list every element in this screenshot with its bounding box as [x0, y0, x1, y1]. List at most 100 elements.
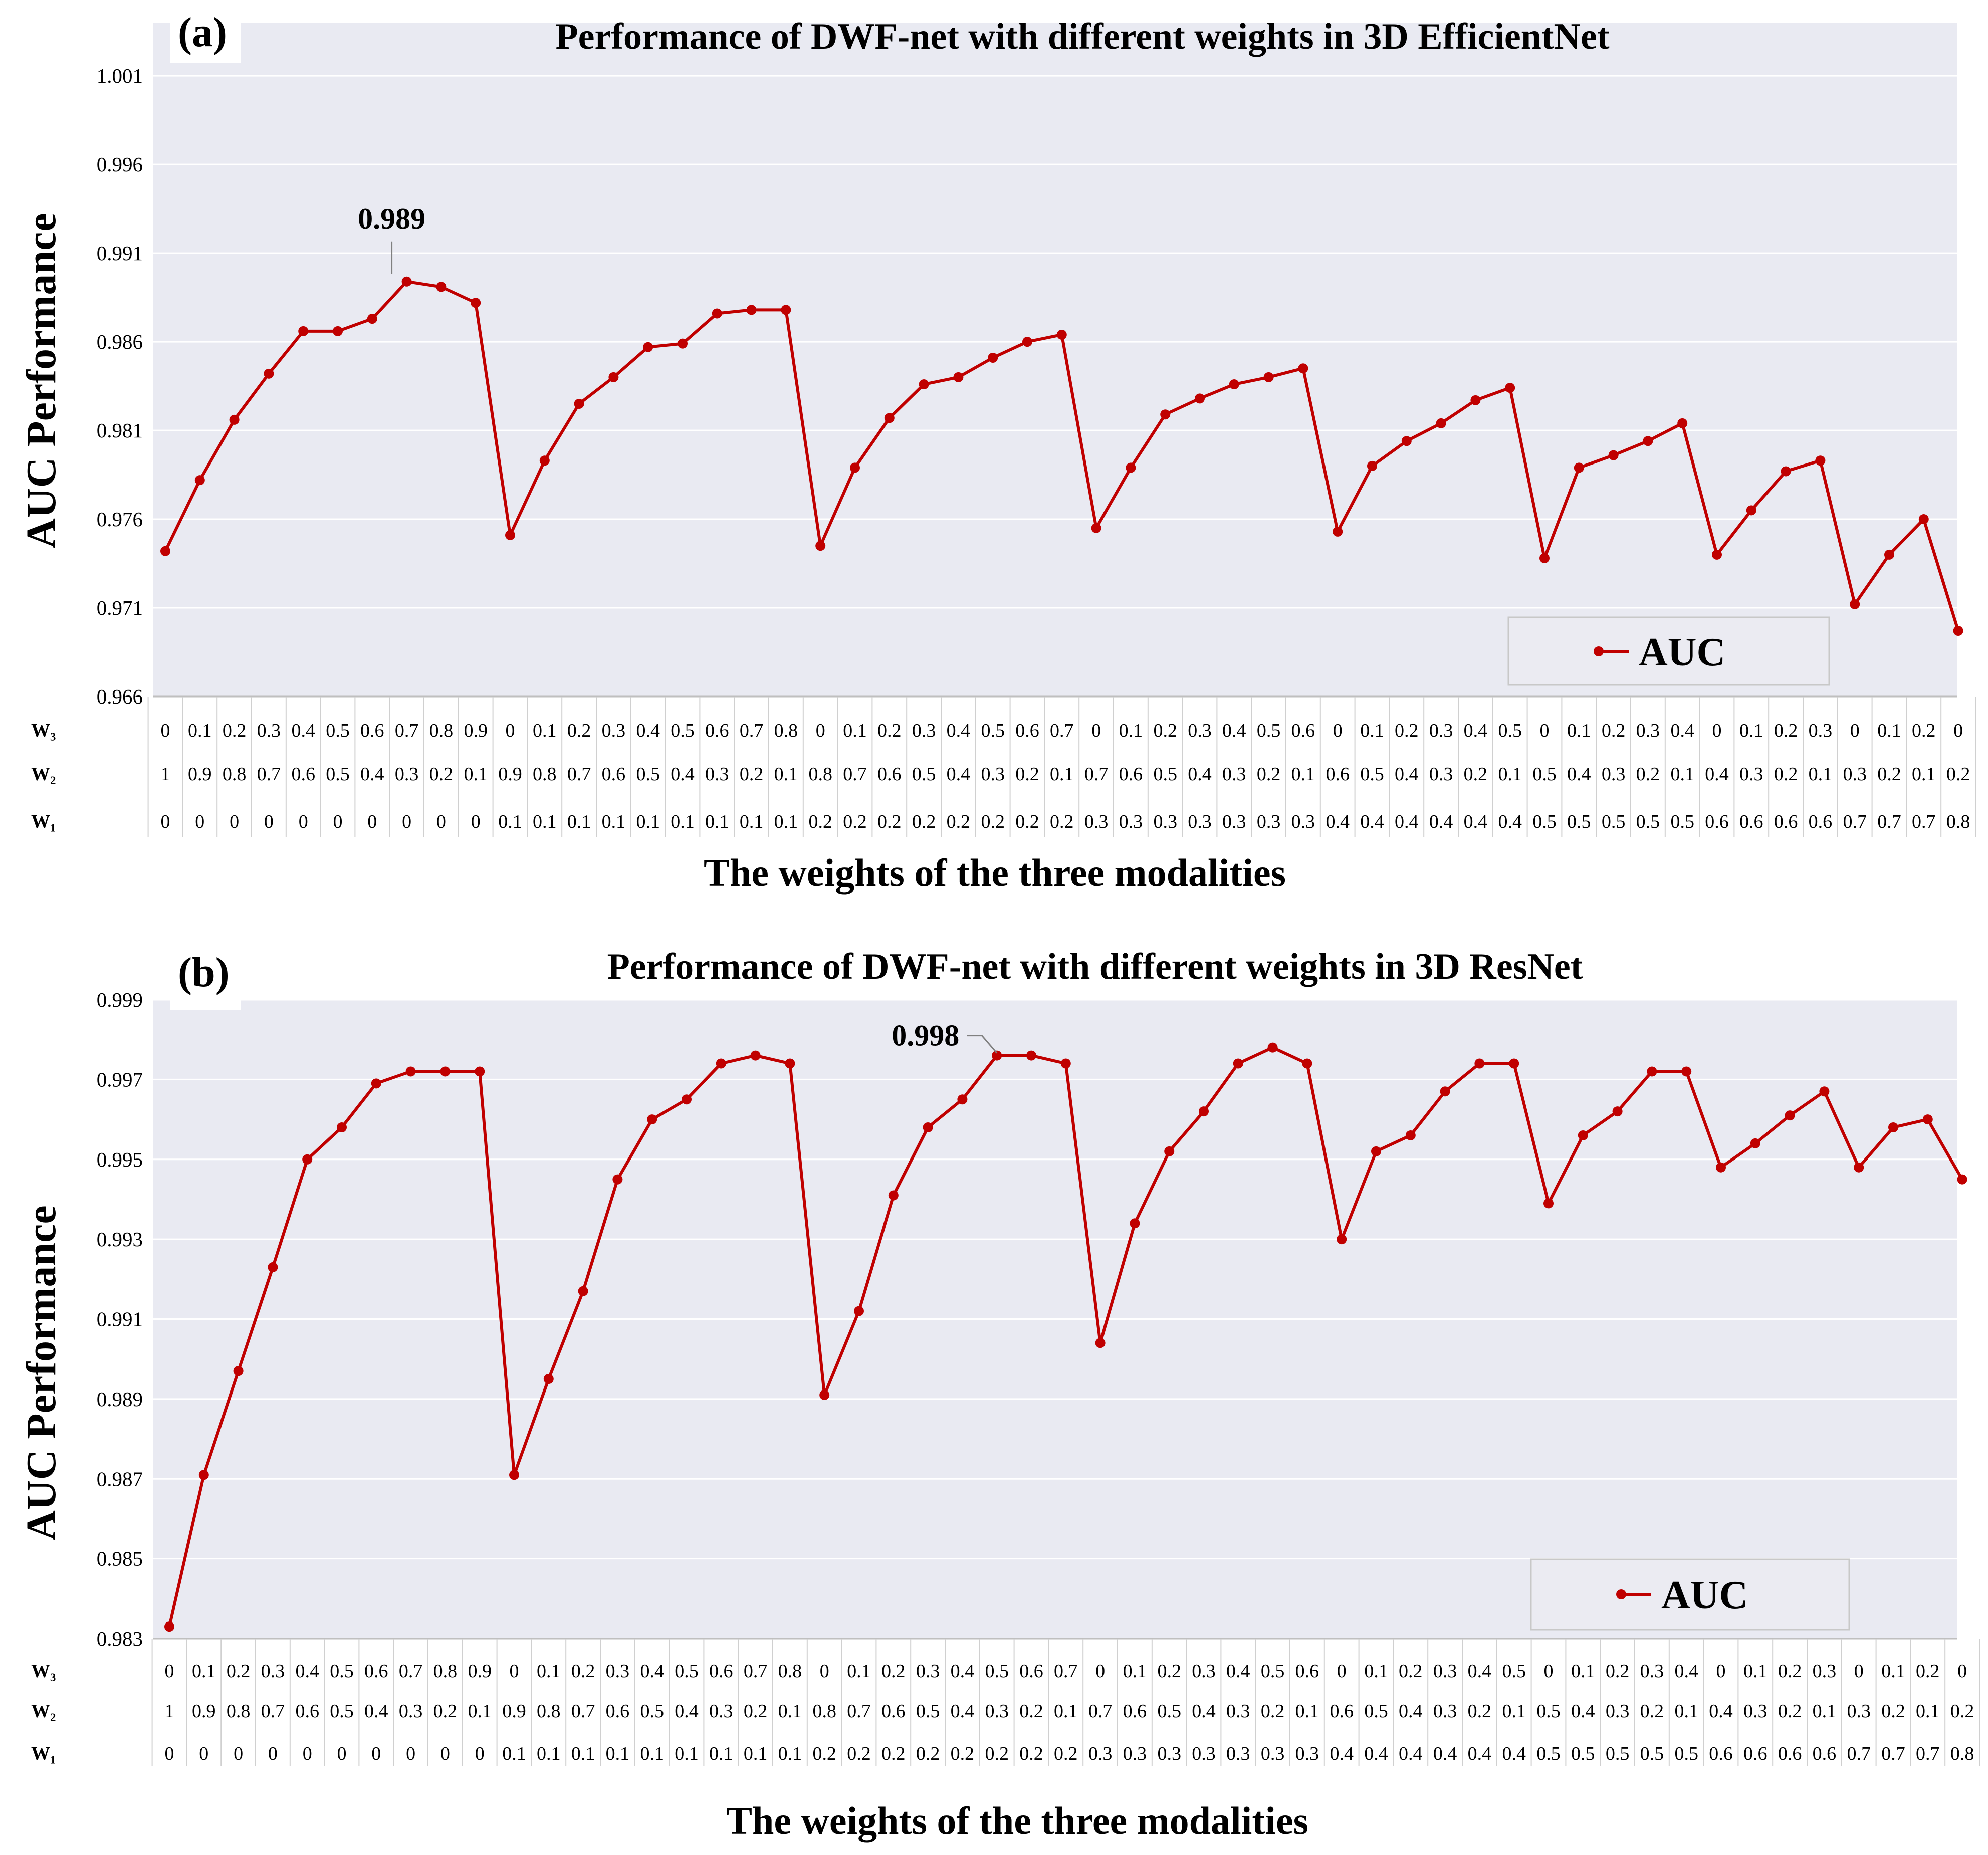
auc-data-point — [678, 338, 688, 349]
weight-w3-label: 0.2 — [1395, 720, 1419, 741]
auc-data-point — [1612, 1106, 1623, 1117]
weight-w3-label: 0.4 — [1222, 720, 1246, 741]
panel-label-a: (a) — [178, 9, 227, 56]
weight-w1-label: 0.4 — [1433, 1743, 1457, 1764]
weight-w1-label: 0.2 — [1015, 811, 1039, 832]
legend-b: AUC — [1530, 1558, 1850, 1631]
weight-w3-label: 0.2 — [227, 1661, 251, 1682]
weight-w1-label: 0.6 — [1813, 1743, 1837, 1764]
weight-w1-label: 0 — [436, 811, 446, 832]
x-axis-title-a: The weights of the three modalities — [704, 851, 1286, 894]
weight-w2-label: 1 — [161, 764, 170, 785]
auc-data-point — [405, 1066, 416, 1077]
panel-label-b: (b) — [178, 949, 230, 996]
weight-w2-label: 0.7 — [257, 764, 281, 785]
weight-w1-label: 0.8 — [1950, 1743, 1974, 1764]
weight-w2-label: 0.4 — [1192, 1701, 1216, 1722]
weight-w3-label: 0 — [510, 1661, 519, 1682]
weight-w3-label: 0.3 — [261, 1661, 285, 1682]
y-tick-label: 0.996 — [97, 153, 143, 176]
weight-w1-label: 0.3 — [1222, 811, 1246, 832]
weight-w2-label: 0.6 — [1330, 1701, 1354, 1722]
weight-w3-label: 0.2 — [881, 1661, 906, 1682]
annotation-label: 0.998 — [892, 1019, 959, 1052]
y-tick-label: 0.966 — [97, 685, 143, 708]
auc-data-point — [1785, 1110, 1795, 1121]
weight-w3-label: 0.2 — [571, 1661, 595, 1682]
weight-w1-label: 0.1 — [533, 811, 557, 832]
weight-w1-label: 0.1 — [567, 811, 591, 832]
weight-w2-label: 0.2 — [1464, 764, 1488, 785]
weight-w2-label: 0.9 — [192, 1701, 216, 1722]
weight-w2-label: 0.1 — [774, 764, 798, 785]
weight-w3-label: 0 — [165, 1661, 174, 1682]
weight-w3-label: 0.2 — [1157, 1661, 1181, 1682]
weight-w1-label: 0 — [333, 811, 343, 832]
weight-w3-label: 0 — [1333, 720, 1343, 741]
weight-w3-label: 0 — [1544, 1661, 1554, 1682]
weight-w1-label: 0.2 — [808, 811, 832, 832]
weight-w1-label: 0.4 — [1464, 811, 1488, 832]
weight-w3-label: 0 — [1716, 1661, 1726, 1682]
y-tick-label: 0.989 — [97, 1387, 143, 1411]
weight-w1-label: 0.6 — [1705, 811, 1729, 832]
weight-w2-label: 0.6 — [1119, 764, 1143, 785]
weight-w3-label: 0.3 — [602, 720, 626, 741]
weight-w2-label: 0.2 — [433, 1701, 458, 1722]
weight-w2-label: 0.5 — [1364, 1701, 1388, 1722]
weight-w1-label: 0.5 — [1636, 811, 1660, 832]
weight-w1-label: 0 — [371, 1743, 381, 1764]
weight-row-label-w3: W₃ — [31, 1661, 56, 1682]
weight-w1-label: 0.6 — [1743, 1743, 1768, 1764]
weight-w2-label: 0.1 — [1498, 764, 1522, 785]
weight-w3-label: 0.3 — [1429, 720, 1453, 741]
weight-w3-label: 0 — [506, 720, 515, 741]
weight-w1-label: 0.5 — [1571, 1743, 1595, 1764]
weight-w1-label: 0.3 — [1088, 1743, 1113, 1764]
weight-w3-label: 0 — [1957, 1661, 1967, 1682]
weight-w2-label: 0.6 — [606, 1701, 630, 1722]
weight-w2-label: 0.2 — [1261, 1701, 1285, 1722]
auc-series-a — [160, 276, 1963, 636]
weight-w2-label: 0.2 — [1015, 764, 1039, 785]
weight-w2-label: 0.6 — [881, 1701, 906, 1722]
weight-w3-label: 0.6 — [364, 1661, 388, 1682]
y-tick-label: 0.971 — [97, 596, 143, 619]
y-tick-label: 0.985 — [97, 1547, 143, 1570]
y-tick-label: 0.993 — [97, 1228, 143, 1251]
weight-w2-label: 0.7 — [567, 764, 591, 785]
weight-w3-label: 0.2 — [1912, 720, 1936, 741]
weight-w2-label: 0.7 — [571, 1701, 595, 1722]
auc-data-point — [608, 372, 619, 382]
weight-w1-label: 0 — [165, 1743, 174, 1764]
weight-w3-label: 0 — [816, 720, 825, 741]
weight-w2-label: 0.5 — [326, 764, 350, 785]
weight-w3-label: 0 — [820, 1661, 829, 1682]
weight-w1-label: 0.2 — [812, 1743, 836, 1764]
y-tick-label: 0.991 — [97, 1308, 143, 1331]
panel-label-bg-b — [170, 942, 241, 1010]
weight-w2-label: 0.5 — [1153, 764, 1177, 785]
weight-w2-label: 0.6 — [291, 764, 315, 785]
weight-w1-label: 0.7 — [1881, 1743, 1905, 1764]
auc-data-point — [850, 462, 860, 473]
weight-w3-label: 0.1 — [1743, 1661, 1768, 1682]
weight-w3-label: 0.3 — [1192, 1661, 1216, 1682]
auc-data-point — [1888, 1122, 1898, 1132]
auc-data-point — [302, 1154, 313, 1165]
weight-w2-label: 0.3 — [399, 1701, 423, 1722]
weight-w2-label: 0.3 — [1847, 1701, 1871, 1722]
weight-w1-label: 0.3 — [1084, 811, 1109, 832]
auc-data-point — [194, 475, 205, 486]
weight-w2-label: 0.3 — [1843, 764, 1867, 785]
weight-w2-label: 0.5 — [916, 1701, 940, 1722]
weight-w2-label: 0.7 — [1084, 764, 1109, 785]
weight-w2-label: 0.1 — [1674, 1701, 1698, 1722]
auc-data-point — [1854, 1162, 1864, 1173]
weight-w2-label: 0.2 — [1257, 764, 1281, 785]
weight-w1-label: 0.6 — [1778, 1743, 1802, 1764]
auc-data-point — [475, 1066, 485, 1077]
auc-data-point — [1819, 1086, 1830, 1097]
weight-w2-label: 0.3 — [395, 764, 419, 785]
auc-data-point — [1126, 462, 1136, 473]
